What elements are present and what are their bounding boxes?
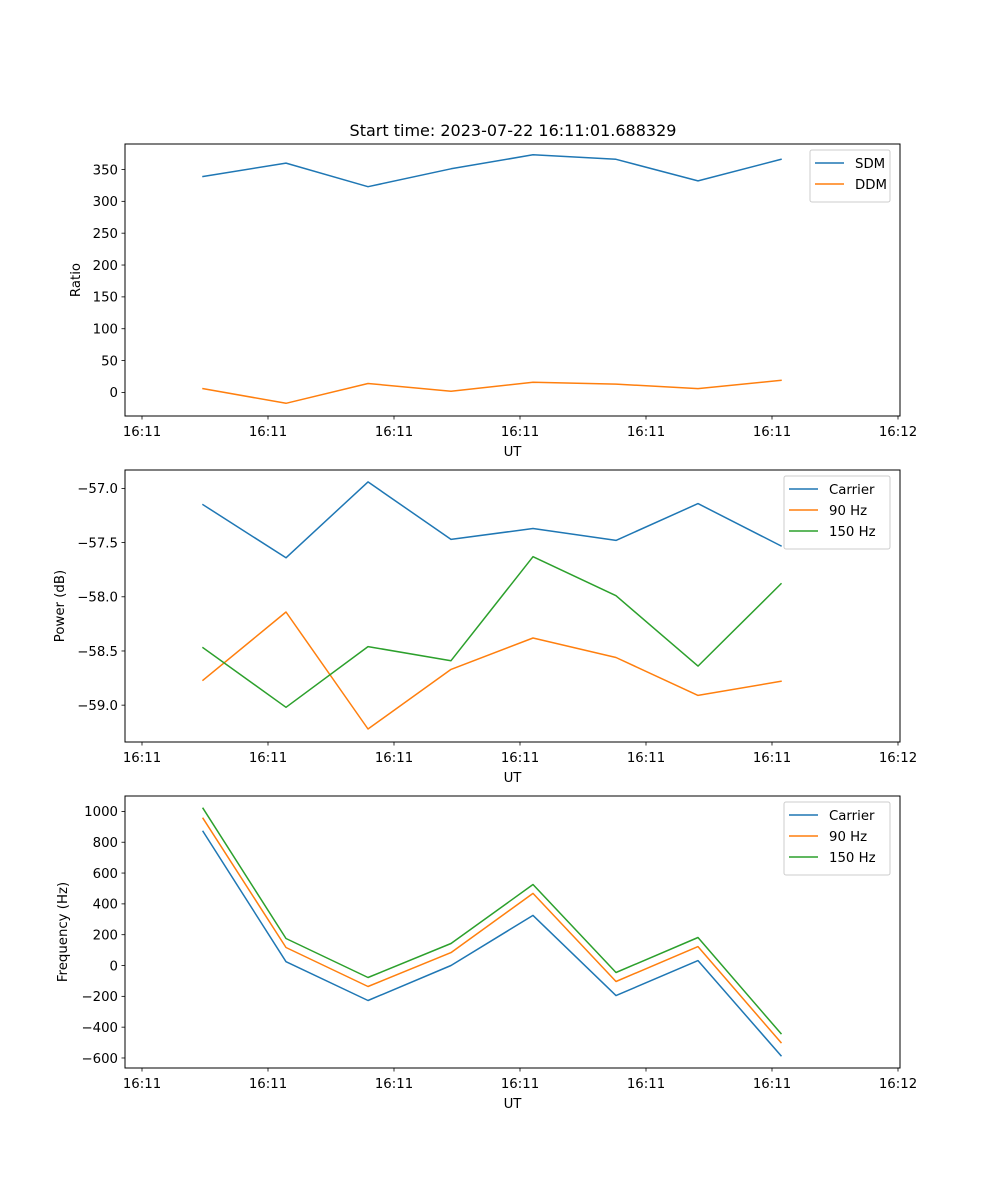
legend-label: Carrier xyxy=(829,809,875,824)
chart-title: Start time: 2023-07-22 16:11:01.688329 xyxy=(350,121,677,140)
legend-label: 90 Hz xyxy=(829,504,867,519)
x-tick-label: 16:11 xyxy=(375,751,413,766)
y-tick-label: −400 xyxy=(81,1021,118,1036)
y-tick-label: 150 xyxy=(93,291,118,306)
x-tick-label: 16:11 xyxy=(627,751,665,766)
legend-label: Carrier xyxy=(829,483,875,498)
y-tick-label: 800 xyxy=(93,836,118,851)
legend-label: 150 Hz xyxy=(829,851,876,866)
x-axis-label: UT xyxy=(504,445,523,460)
y-axis-label: Ratio xyxy=(69,263,84,297)
y-axis-label: Frequency (Hz) xyxy=(56,882,71,982)
subplot-power: −57.0−57.5−58.0−58.5−59.0 16:11 16:11 16:1… xyxy=(53,469,917,786)
y-tick-label: 350 xyxy=(93,163,118,178)
y-tick-label: −600 xyxy=(81,1052,118,1067)
x-tick-label: 16:11 xyxy=(501,425,539,440)
series-line-150-hz xyxy=(201,555,783,709)
y-tick-label: −58.5 xyxy=(77,645,118,660)
legend: Carrier 90 Hz 150 Hz xyxy=(783,475,891,550)
axes-frame xyxy=(124,795,901,1069)
series-line-150-hz xyxy=(201,807,783,1035)
series-line-90-hz xyxy=(201,611,782,730)
x-tick-label: 16:12 xyxy=(879,425,917,440)
series-lines xyxy=(202,154,782,405)
series-lines xyxy=(201,481,783,730)
series-line-ddm xyxy=(202,379,782,405)
y-tick-label: 300 xyxy=(93,195,118,210)
legend-label: 90 Hz xyxy=(829,830,867,845)
y-tick-label: −58.0 xyxy=(77,591,118,606)
y-ticks: 0 50 100 150 200 250 300 350 xyxy=(93,163,125,401)
series-lines xyxy=(201,807,783,1057)
series-line-90-hz xyxy=(201,817,783,1044)
series-line-carrier xyxy=(201,830,783,1057)
x-tick-label: 16:11 xyxy=(249,1077,287,1092)
y-tick-label: 400 xyxy=(93,898,118,913)
subplot-ratio: Start time: 2023-07-22 16:11:01.688329 0… xyxy=(69,121,917,460)
y-tick-label: 200 xyxy=(93,928,118,943)
legend-label: 150 Hz xyxy=(829,525,876,540)
axes-frame xyxy=(124,469,901,743)
x-tick-label: 16:11 xyxy=(123,751,161,766)
x-tick-label: 16:11 xyxy=(249,751,287,766)
y-tick-label: 250 xyxy=(93,227,118,242)
x-axis-label: UT xyxy=(504,1097,523,1112)
y-tick-label: 0 xyxy=(110,386,118,401)
legend: SDM DDM xyxy=(809,149,891,203)
x-ticks: 16:11 16:11 16:11 16:11 16:11 16:11 16:12 xyxy=(123,1068,917,1092)
axes-frame xyxy=(124,143,901,417)
x-ticks: 16:11 16:11 16:11 16:11 16:11 16:11 16:12 xyxy=(123,416,917,440)
y-tick-label: 600 xyxy=(93,867,118,882)
y-ticks: −57.0 −57.5 −58.0 −58.5 −59.0 xyxy=(77,482,125,714)
y-tick-label: 200 xyxy=(93,259,118,274)
x-tick-label: 16:11 xyxy=(753,425,791,440)
series-line-sdm xyxy=(202,154,782,188)
x-tick-label: 16:11 xyxy=(249,425,287,440)
x-tick-label: 16:11 xyxy=(501,1077,539,1092)
y-tick-label: −200 xyxy=(81,990,118,1005)
series-line-carrier xyxy=(201,481,783,559)
x-tick-label: 16:11 xyxy=(375,1077,413,1092)
x-tick-label: 16:12 xyxy=(879,1077,917,1092)
x-tick-label: 16:11 xyxy=(123,425,161,440)
y-tick-label: 100 xyxy=(93,323,118,338)
x-tick-label: 16:11 xyxy=(375,425,413,440)
y-ticks: 1000 800 600 400 200 0 −200 −400 −600 xyxy=(81,805,125,1067)
x-tick-label: 16:11 xyxy=(753,751,791,766)
legend: Carrier 90 Hz 150 Hz xyxy=(783,801,891,876)
x-tick-label: 16:11 xyxy=(123,1077,161,1092)
y-axis-label: Power (dB) xyxy=(53,570,68,642)
x-tick-label: 16:11 xyxy=(627,425,665,440)
y-tick-label: −57.5 xyxy=(77,536,118,551)
x-tick-label: 16:11 xyxy=(627,1077,665,1092)
y-tick-label: 50 xyxy=(101,354,118,369)
x-ticks: 16:11 16:11 16:11 16:11 16:11 16:11 16:12 xyxy=(123,742,917,766)
x-tick-label: 16:11 xyxy=(753,1077,791,1092)
x-tick-label: 16:11 xyxy=(501,751,539,766)
y-tick-label: −59.0 xyxy=(77,699,118,714)
x-tick-label: 16:12 xyxy=(879,751,917,766)
x-axis-label: UT xyxy=(504,771,523,786)
legend-label: DDM xyxy=(855,178,887,193)
y-tick-label: 1000 xyxy=(84,805,118,820)
y-tick-label: −57.0 xyxy=(77,482,118,497)
legend-label: SDM xyxy=(855,157,885,172)
y-tick-label: 0 xyxy=(110,959,118,974)
